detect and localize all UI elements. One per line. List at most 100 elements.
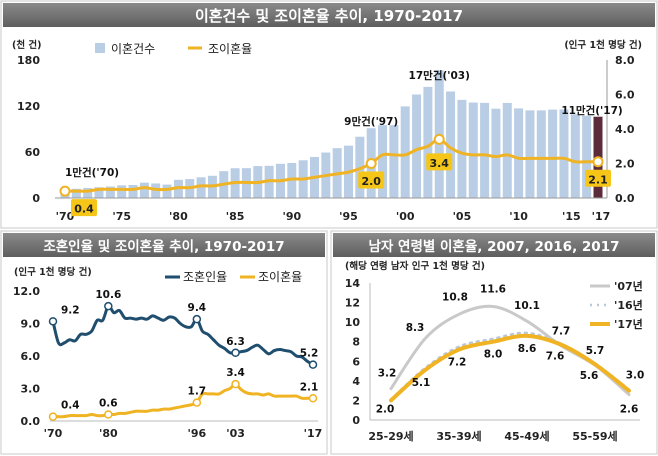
marker-1980 (104, 410, 113, 419)
x-tick: '03 (226, 427, 245, 440)
data-label-2007: 10.1 (514, 300, 540, 312)
data-label-2003: 3.4 (226, 367, 245, 379)
y-tick-right: 0.0 (615, 192, 635, 205)
bar-1998 (378, 125, 388, 198)
x-tick: '15 (562, 210, 581, 223)
y-tick: 6.0 (21, 350, 41, 363)
y-axis-label: (인구 1천 명당 건) (14, 266, 92, 278)
legend-label-2016: '16년 (614, 298, 643, 312)
marker-2017 (308, 394, 318, 403)
bar-1979 (162, 184, 172, 198)
data-label-2017: 5.7 (586, 345, 605, 357)
y-tick-right: 6.0 (615, 89, 635, 102)
x-tick: '10 (509, 210, 528, 223)
data-label-1996: 9.4 (188, 302, 207, 314)
legend-label-rate: 조이혼율 (208, 42, 252, 56)
bar-2013 (548, 109, 558, 198)
chart-title-1: 이혼건수 및 조이혼율 추이, 1970-2017 (195, 7, 463, 25)
x-tick: '95 (339, 210, 358, 223)
bar-1975 (117, 185, 127, 198)
bar-2016 (582, 115, 592, 198)
chart-title-3: 남자 연령별 이혼율, 2007, 2016, 2017 (369, 238, 620, 255)
chart-marriage-divorce-rate: (인구 1천 명당 건) 0.0 3.0 6.0 9.0 12.0 '70 '80 '96 '03… (13, 266, 322, 440)
x-tick: '96 (187, 427, 206, 440)
line-marriage-rate (51, 304, 314, 366)
data-label-2007: 7.6 (546, 351, 565, 363)
rate-label-box-2017 (585, 169, 611, 187)
line-divorce-rate (64, 137, 598, 193)
data-label-2017: 3.0 (626, 370, 645, 382)
annotation-count-2003: 17만건('03) (409, 69, 470, 82)
y-tick: 4 (352, 375, 360, 388)
marker-2017 (308, 360, 318, 369)
bar-2008 (491, 108, 501, 198)
bar-1973 (94, 187, 104, 198)
marker-1970 (48, 317, 58, 326)
x-tick: '70 (56, 210, 75, 223)
data-label-2017: 7.7 (552, 326, 571, 338)
rate-label-box-1997 (358, 171, 385, 189)
rate-label-1970: 0.4 (74, 203, 94, 216)
bar-2014 (559, 109, 569, 198)
line-2017 (389, 333, 631, 403)
line-divorce-rate (53, 382, 314, 419)
y-tick-right: 2.0 (615, 158, 635, 171)
x-tick: '90 (282, 210, 301, 223)
title-bar-1 (3, 3, 655, 27)
bar-2002 (423, 86, 433, 198)
title-bar-2 (3, 233, 325, 257)
bar-1982 (196, 177, 206, 198)
y-tick-right: 8.0 (615, 54, 635, 67)
marker-rate-1970 (59, 185, 71, 197)
y-tick: 6 (352, 355, 360, 368)
data-label-2017: 2.1 (300, 381, 319, 393)
data-label-2017: 2.0 (376, 403, 395, 415)
y-tick: 0 (352, 414, 360, 427)
y-tick: 12 (345, 297, 360, 310)
rate-label-2017: 2.1 (588, 173, 608, 186)
chart-divorce-count: (천 건) (인구 1천 명당 건) 0 60 120 180 0.0 2.0 4.0 6.0 8.… (12, 39, 642, 223)
bar-2012 (536, 110, 546, 198)
y-axis-label: (해당 연령 남자 인구 1천 명당 건) (345, 260, 485, 272)
y-tick: 2 (352, 394, 360, 407)
data-label-1970: 9.2 (61, 304, 80, 316)
y-tick-left: 180 (17, 54, 40, 67)
bar-2000 (400, 106, 410, 198)
marker-1980 (104, 301, 113, 311)
marker-2003 (231, 348, 240, 357)
x-tick: 55-59세 (572, 429, 617, 443)
data-label-1980: 0.6 (99, 398, 118, 410)
legend-label-marriage: 조혼인율 (183, 270, 227, 284)
data-label-2007: 2.6 (620, 404, 639, 416)
marker-rate-1997 (365, 158, 377, 169)
x-tick: '00 (396, 210, 415, 223)
x-tick: '85 (226, 210, 245, 223)
marker-rate-2003 (433, 133, 445, 145)
y-tick-left: 60 (25, 146, 41, 159)
y-tick-right: 4.0 (615, 123, 635, 136)
y-tick: 0.0 (21, 415, 41, 428)
bar-1977 (139, 182, 149, 198)
data-label-2007: 11.6 (480, 283, 506, 295)
annotation-count-1997: 9만건('97) (344, 115, 398, 128)
title-bar-3 (333, 233, 655, 257)
x-tick: 25-29세 (368, 429, 413, 443)
bar-2011 (525, 110, 535, 198)
rate-label-box-1970 (71, 199, 97, 217)
y-tick: 9.0 (21, 318, 41, 331)
data-label-2007: 8.3 (406, 322, 425, 334)
marker-1970 (48, 412, 58, 421)
data-label-2003: 6.3 (226, 336, 245, 348)
x-tick: 35-39세 (436, 429, 481, 443)
x-tick: '05 (453, 210, 472, 223)
marker-1996 (192, 314, 202, 324)
y-tick: 3.0 (21, 383, 41, 396)
bar-1971 (71, 188, 81, 198)
bar-2004 (446, 91, 456, 198)
rate-label-1997: 2.0 (361, 175, 381, 188)
bar-2015 (570, 114, 580, 198)
y-tick-left: 120 (17, 100, 40, 113)
data-label-2007: 3.2 (378, 368, 397, 380)
legend-label-divorce: 조이혼율 (258, 270, 302, 284)
